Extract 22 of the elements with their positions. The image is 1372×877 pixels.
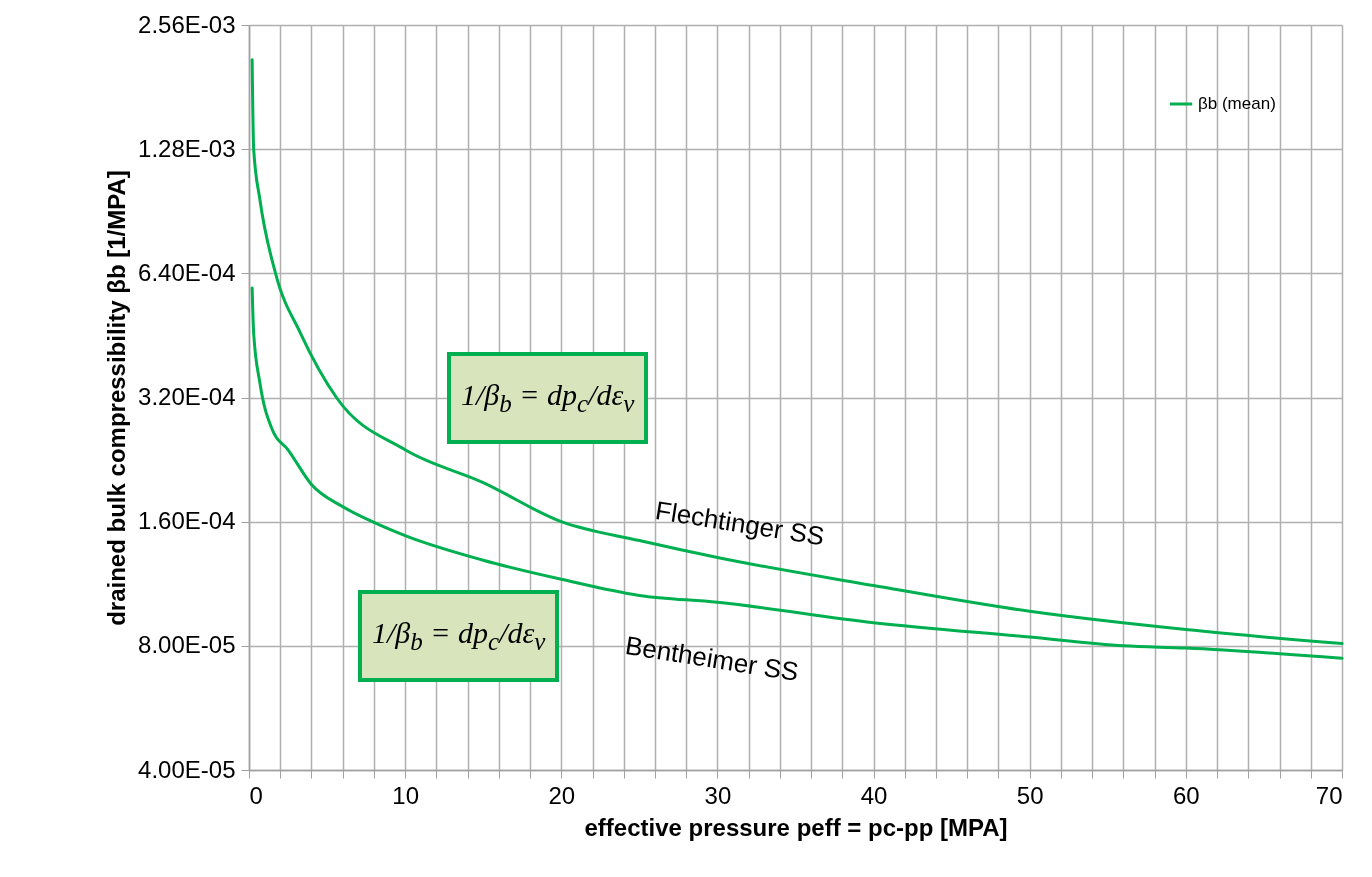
x-tick-label: 40 (860, 781, 888, 809)
annotation: 1/β$_{b}$ = dp$_{c}$/dε$_{v}$ (447, 352, 649, 444)
y-axis-title: drained bulk compressibility βb [1/MPA] (103, 170, 131, 626)
x-tick-label: 0 (249, 781, 263, 809)
y-tick-label: 8.00E-05 (138, 631, 236, 659)
annotation: Flechtinger SS (653, 495, 827, 553)
y-tick-label: 4.00E-05 (138, 755, 236, 783)
x-tick-label: 30 (704, 781, 732, 809)
y-tick-label: 6.40E-04 (138, 258, 236, 286)
x-axis-title: effective pressure peff = pc-pp [MPA] (584, 813, 1008, 841)
annotation: 1/β$_{b}$ = dp$_{c}$/dε$_{v}$ (358, 590, 560, 682)
x-tick-label: 60 (1173, 781, 1200, 809)
x-tick-label: 10 (392, 781, 419, 809)
y-tick-label: 3.20E-04 (138, 383, 236, 410)
y-tick-label: 1.60E-04 (138, 507, 236, 535)
y-tick-label: 2.56E-03 (138, 10, 236, 38)
y-tick-label: 1.28E-03 (138, 134, 236, 162)
x-tick-label: 50 (1016, 781, 1044, 809)
x-tick-label: 20 (548, 781, 576, 809)
annotation: Bentheimer SS (623, 630, 801, 688)
x-tick-label: 70 (1315, 781, 1343, 809)
legend-label: βb (mean) (1198, 94, 1276, 113)
